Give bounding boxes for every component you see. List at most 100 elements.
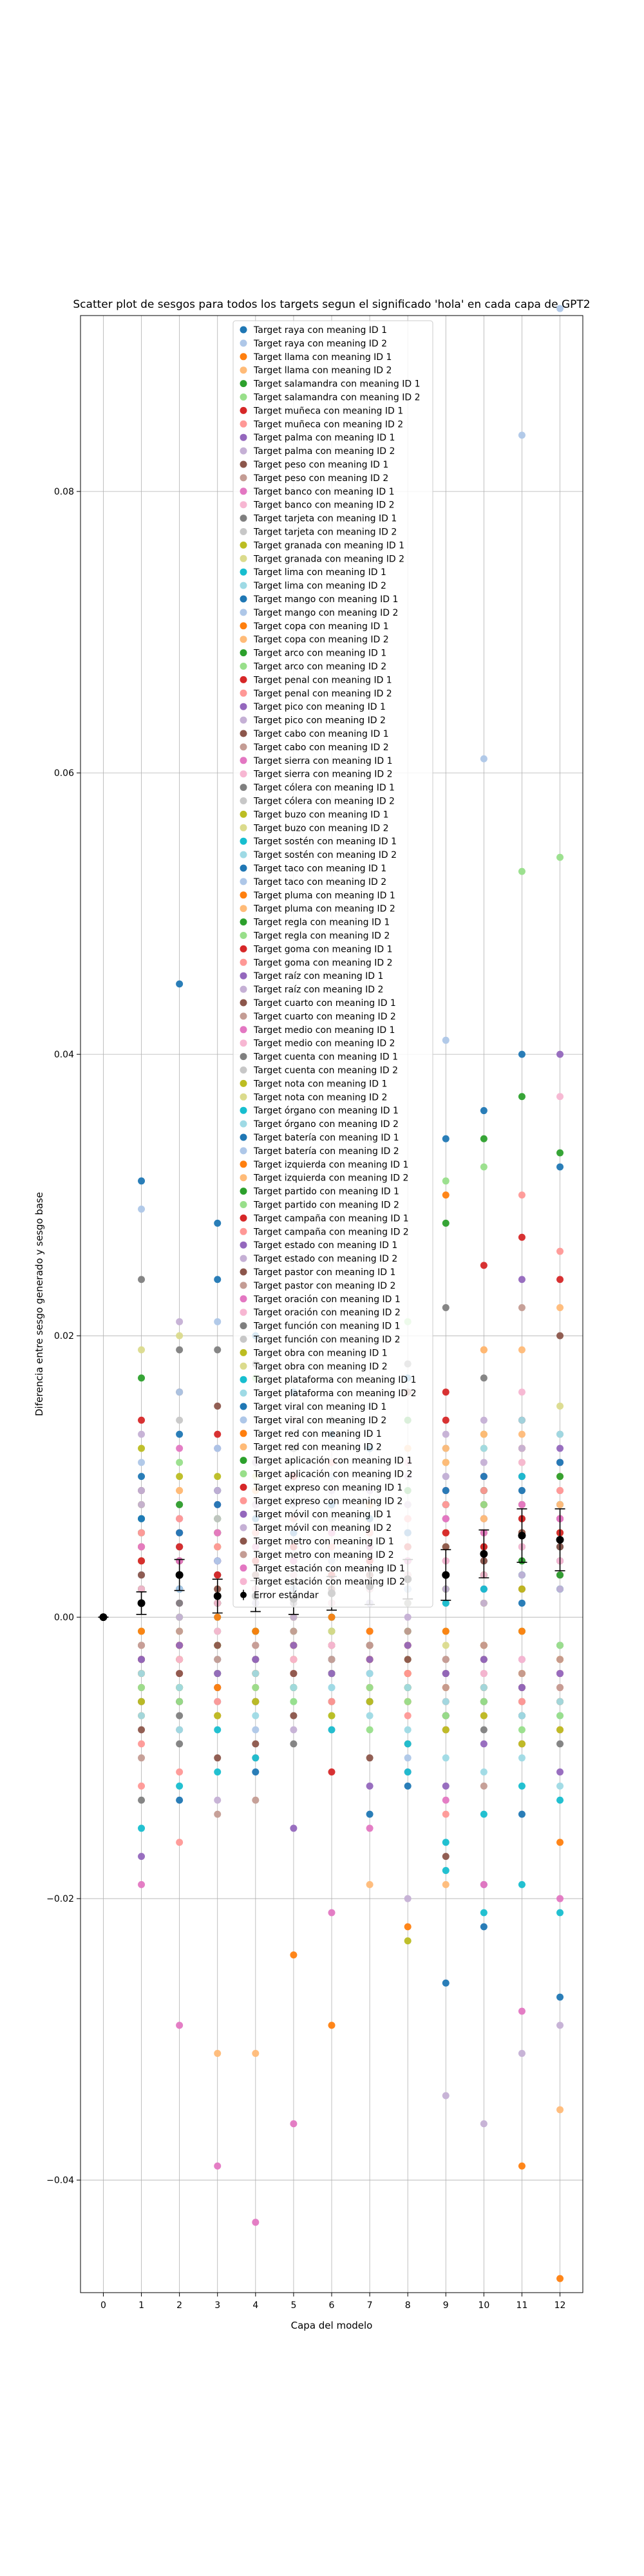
legend-marker xyxy=(240,1309,247,1316)
legend-entry: Target móvil con meaning ID 2 xyxy=(253,1523,392,1533)
data-point xyxy=(176,1656,184,1663)
legend-entry: Target estación con meaning ID 1 xyxy=(253,1564,405,1574)
legend-entry: Target cuenta con meaning ID 1 xyxy=(253,1052,398,1063)
data-point xyxy=(442,1853,450,1861)
data-point xyxy=(366,1810,374,1818)
legend-marker xyxy=(240,1188,247,1195)
data-point xyxy=(138,1444,146,1452)
mean-point xyxy=(480,1549,488,1558)
legend-entry: Target nota con meaning ID 2 xyxy=(253,1092,387,1103)
data-point xyxy=(404,1712,412,1719)
legend-marker xyxy=(240,501,247,509)
data-point xyxy=(138,1276,146,1283)
data-point xyxy=(442,1135,450,1142)
legend-marker xyxy=(240,622,247,630)
data-point xyxy=(176,1388,184,1396)
data-point xyxy=(176,1459,184,1466)
data-point xyxy=(138,1754,146,1762)
y-tick-label: −0.02 xyxy=(46,1894,74,1904)
data-point xyxy=(480,1683,488,1691)
data-point xyxy=(556,1839,564,1846)
legend-marker xyxy=(240,676,247,683)
legend-marker xyxy=(240,1255,247,1262)
legend-marker xyxy=(240,1133,247,1141)
data-point xyxy=(556,1459,564,1466)
legend-entry: Target sierra con meaning ID 1 xyxy=(253,756,393,766)
legend-entry: Target mango con meaning ID 1 xyxy=(253,594,398,605)
data-point xyxy=(328,1683,336,1691)
data-point xyxy=(518,1473,526,1481)
data-point xyxy=(138,1782,146,1790)
legend-marker xyxy=(240,1376,247,1383)
legend-entry: Target tarjeta con meaning ID 1 xyxy=(253,514,397,524)
legend-marker xyxy=(240,326,247,334)
legend-entry: Target cabo con meaning ID 2 xyxy=(253,743,389,753)
data-point xyxy=(176,1599,184,1607)
legend-entry: Target llama con meaning ID 2 xyxy=(253,366,392,376)
legend-marker xyxy=(240,1389,247,1397)
legend-entry: Target palma con meaning ID 1 xyxy=(253,433,395,443)
data-point xyxy=(518,1754,526,1762)
legend-entry: Target partido con meaning ID 1 xyxy=(253,1187,399,1197)
legend-marker xyxy=(240,380,247,388)
data-point xyxy=(176,1740,184,1748)
data-point xyxy=(518,867,526,875)
data-point xyxy=(442,1036,450,1044)
legend-entry: Target muñeca con meaning ID 2 xyxy=(253,419,403,430)
data-point xyxy=(290,1824,298,1832)
data-point xyxy=(214,1346,222,1354)
legend-marker xyxy=(240,878,247,886)
data-point xyxy=(252,1683,260,1691)
data-point xyxy=(442,1543,450,1551)
legend-entry: Target cuenta con meaning ID 2 xyxy=(253,1066,398,1076)
legend-entry: Target función con meaning ID 2 xyxy=(253,1335,401,1345)
data-point xyxy=(138,1487,146,1495)
legend-marker xyxy=(240,1026,247,1034)
legend-marker xyxy=(240,1241,247,1249)
data-point xyxy=(442,1388,450,1396)
legend-entry: Target sostén con meaning ID 2 xyxy=(253,850,397,860)
x-tick-label: 10 xyxy=(478,2300,489,2311)
data-point xyxy=(480,1473,488,1481)
data-point xyxy=(518,1459,526,1466)
data-point xyxy=(442,1698,450,1705)
legend-marker xyxy=(240,447,247,455)
legend-entry: Target goma con meaning ID 1 xyxy=(253,944,393,954)
data-point xyxy=(556,1430,564,1438)
data-point xyxy=(442,1473,450,1481)
data-point xyxy=(138,1529,146,1537)
mean-point xyxy=(518,1531,526,1540)
legend-marker xyxy=(240,1578,247,1586)
legend-marker xyxy=(240,1066,247,1074)
data-point xyxy=(138,1501,146,1508)
data-point xyxy=(328,1909,336,1917)
legend-entry: Target arco con meaning ID 2 xyxy=(253,662,386,672)
data-point xyxy=(480,2120,488,2128)
data-point xyxy=(214,1712,222,1719)
y-tick-label: 0.02 xyxy=(54,1331,74,1341)
legend-entry: Target expreso con meaning ID 1 xyxy=(253,1482,402,1493)
data-point xyxy=(556,1149,564,1157)
legend-marker xyxy=(240,1551,247,1558)
legend-entry: Target buzo con meaning ID 2 xyxy=(253,823,389,833)
legend-entry: Target medio con meaning ID 2 xyxy=(253,1039,395,1049)
data-point xyxy=(138,1374,146,1382)
legend-entry: Target metro con meaning ID 2 xyxy=(253,1550,394,1560)
legend-entry: Target batería con meaning ID 1 xyxy=(253,1133,399,1143)
legend-marker xyxy=(240,743,247,751)
data-point xyxy=(404,1937,412,1945)
data-point xyxy=(442,1683,450,1691)
data-point xyxy=(480,1515,488,1522)
legend-marker xyxy=(240,851,247,858)
data-point xyxy=(290,1683,298,1691)
data-point xyxy=(518,1698,526,1705)
data-point xyxy=(214,1557,222,1565)
legend-marker xyxy=(240,1470,247,1477)
legend-entry: Target cuarto con meaning ID 1 xyxy=(253,998,396,1009)
legend-entry: Target oración con meaning ID 2 xyxy=(253,1308,401,1318)
data-point xyxy=(214,1754,222,1762)
data-point xyxy=(366,1712,374,1719)
data-point xyxy=(556,1782,564,1790)
data-point xyxy=(138,1853,146,1861)
mean-point xyxy=(99,1613,108,1622)
